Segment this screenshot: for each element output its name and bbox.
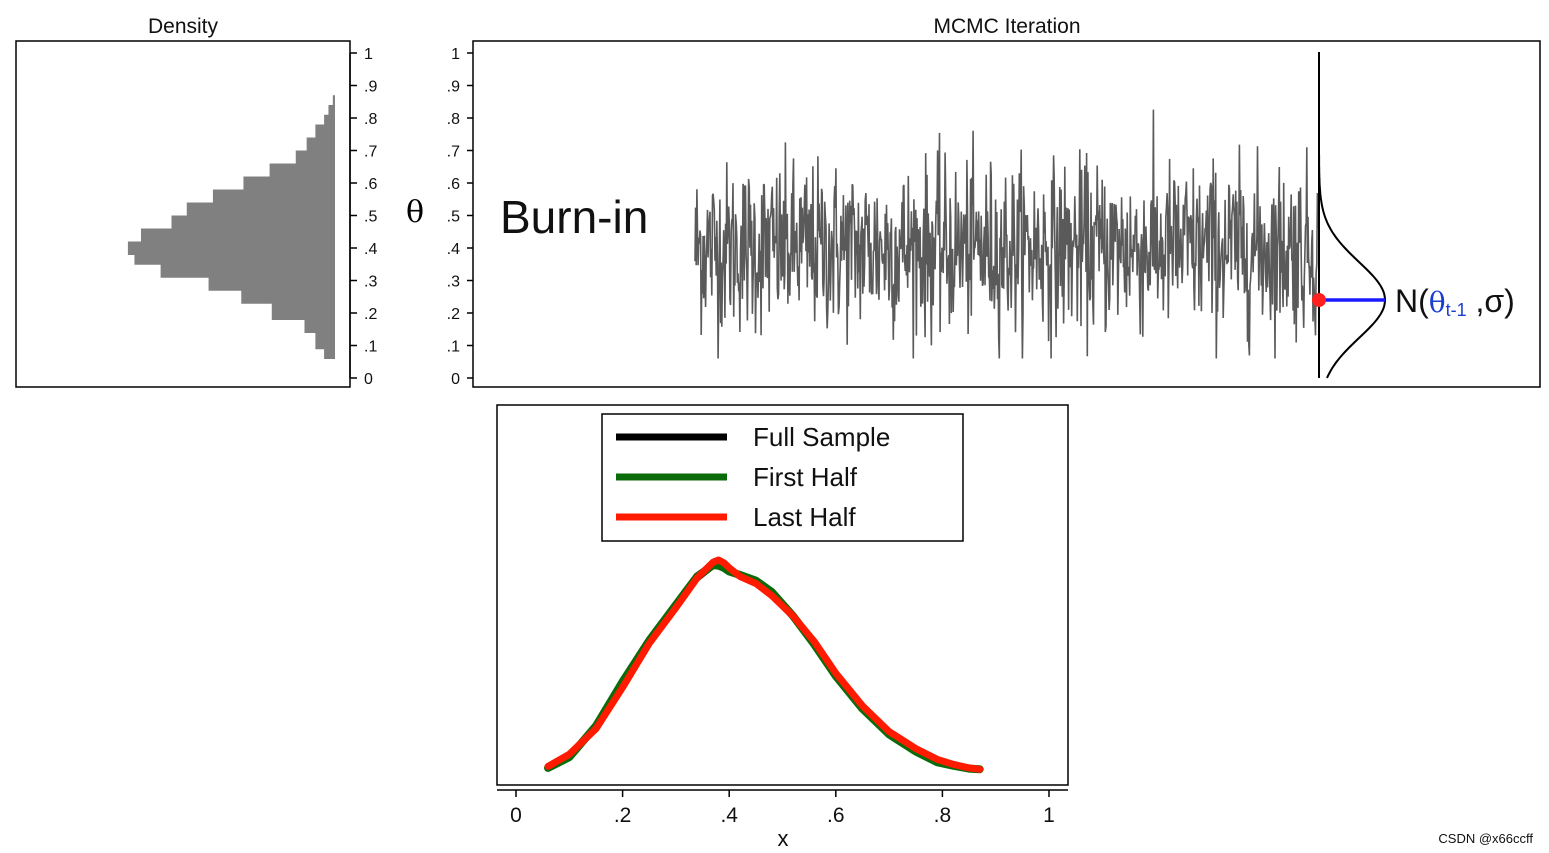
comparison-x-tick-label: 1 bbox=[1043, 804, 1055, 827]
legend-label: Full Sample bbox=[753, 422, 890, 452]
comparison-x-tick-label: .4 bbox=[720, 804, 738, 827]
histogram-bar bbox=[315, 124, 335, 138]
histogram-bar bbox=[208, 277, 335, 291]
mcmc-y-tick-label: .8 bbox=[447, 111, 460, 128]
legend-label: Last Half bbox=[753, 502, 856, 532]
density-bars bbox=[127, 95, 336, 359]
density-y-axis: 0 .1 .2 .3 .4 .5 .6 .7 .8 .9 1 bbox=[349, 46, 377, 388]
theta-axis-label: θ bbox=[406, 195, 424, 230]
histogram-bar bbox=[243, 176, 335, 190]
current-theta-point bbox=[1312, 293, 1326, 307]
histogram-bar bbox=[140, 228, 335, 242]
mcmc-y-tick-label: .3 bbox=[447, 274, 460, 291]
histogram-bar bbox=[160, 264, 335, 278]
mcmc-title: MCMC Iteration bbox=[933, 15, 1080, 38]
mcmc-trace-line bbox=[694, 109, 1319, 359]
comparison-x-axis: 0 .2 .4 .6 .8 1 bbox=[497, 789, 1068, 827]
histogram-bar bbox=[127, 241, 336, 255]
density-curve-full-sample bbox=[545, 561, 983, 772]
mcmc-y-axis: 0 .1 .2 .3 .4 .5 .6 .7 .8 .9 1 bbox=[447, 46, 473, 388]
comparison-x-tick-label: .6 bbox=[827, 804, 845, 827]
x-axis-label: x bbox=[778, 826, 789, 851]
density-y-tick-label: 1 bbox=[364, 46, 373, 63]
histogram-bar bbox=[295, 150, 335, 164]
proposal-label-prefix: N( bbox=[1395, 283, 1429, 319]
histogram-bar bbox=[134, 254, 335, 265]
proposal-distribution-curve bbox=[1318, 52, 1387, 379]
histogram-bar bbox=[306, 137, 335, 151]
density-histogram-panel: Density 0 .1 .2 .3 .4 .5 .6 .7 .8 .9 1 bbox=[15, 15, 377, 388]
comparison-x-tick-label: .8 bbox=[934, 804, 952, 827]
mcmc-y-tick-label: 1 bbox=[451, 46, 460, 63]
density-curve-last-half bbox=[544, 556, 984, 773]
density-y-tick-label: .7 bbox=[364, 144, 377, 161]
histogram-bar bbox=[328, 105, 335, 116]
mcmc-y-tick-label: .5 bbox=[447, 209, 460, 226]
histogram-bar bbox=[324, 114, 335, 125]
proposal-label-suffix: ,σ) bbox=[1467, 283, 1515, 319]
density-y-tick-label: .2 bbox=[364, 306, 377, 323]
density-curve-first-half bbox=[544, 561, 984, 774]
histogram-bar bbox=[241, 290, 335, 304]
histogram-bar bbox=[212, 189, 335, 203]
comparison-x-tick-label: 0 bbox=[510, 804, 522, 827]
histogram-bar bbox=[315, 332, 335, 350]
mcmc-y-tick-label: 0 bbox=[451, 371, 460, 388]
mcmc-y-tick-label: .7 bbox=[447, 144, 460, 161]
histogram-bar bbox=[271, 303, 335, 320]
legend-label: First Half bbox=[753, 462, 858, 492]
density-y-tick-label: .8 bbox=[364, 111, 377, 128]
density-y-tick-label: .3 bbox=[364, 274, 377, 291]
proposal-label-theta: θ bbox=[1429, 286, 1446, 319]
density-title: Density bbox=[148, 15, 219, 38]
histogram-bar bbox=[269, 163, 335, 177]
proposal-label: N(θt-1 ,σ) bbox=[1395, 283, 1515, 320]
histogram-bar bbox=[304, 319, 335, 333]
comparison-plot-frame bbox=[496, 404, 1069, 786]
mcmc-trace-panel: MCMC Iteration θ 0 .1 .2 .3 .4 .5 .6 .7 .8 .9 1 Bu… bbox=[406, 15, 1541, 388]
mcmc-y-tick-label: .6 bbox=[447, 176, 460, 193]
density-comparison-panel: Full Sample First Half Last Half 0 .2 .4 .6 .8… bbox=[496, 404, 1069, 851]
histogram-bar bbox=[324, 348, 335, 359]
mcmc-y-tick-label: .4 bbox=[447, 241, 460, 258]
histogram-bar bbox=[171, 215, 335, 229]
watermark-text: CSDN @x66ccff bbox=[1438, 831, 1533, 846]
density-y-tick-label: .4 bbox=[364, 241, 377, 258]
comparison-curves bbox=[544, 556, 984, 774]
mcmc-y-tick-label: .1 bbox=[447, 339, 460, 356]
histogram-bar bbox=[186, 202, 335, 216]
mcmc-y-tick-label: .2 bbox=[447, 306, 460, 323]
density-y-tick-label: .1 bbox=[364, 339, 377, 356]
histogram-bar bbox=[332, 95, 335, 106]
density-y-tick-label: 0 bbox=[364, 371, 373, 388]
density-y-tick-label: .5 bbox=[364, 209, 377, 226]
proposal-label-subscript: t-1 bbox=[1446, 300, 1467, 320]
burn-in-annotation: Burn-in bbox=[500, 191, 648, 243]
mcmc-plot-frame bbox=[472, 40, 1541, 388]
density-y-tick-label: .6 bbox=[364, 176, 377, 193]
comparison-x-tick-label: .2 bbox=[614, 804, 632, 827]
comparison-legend: Full Sample First Half Last Half bbox=[601, 413, 964, 542]
mcmc-y-tick-label: .9 bbox=[447, 79, 460, 96]
density-y-tick-label: .9 bbox=[364, 79, 377, 96]
